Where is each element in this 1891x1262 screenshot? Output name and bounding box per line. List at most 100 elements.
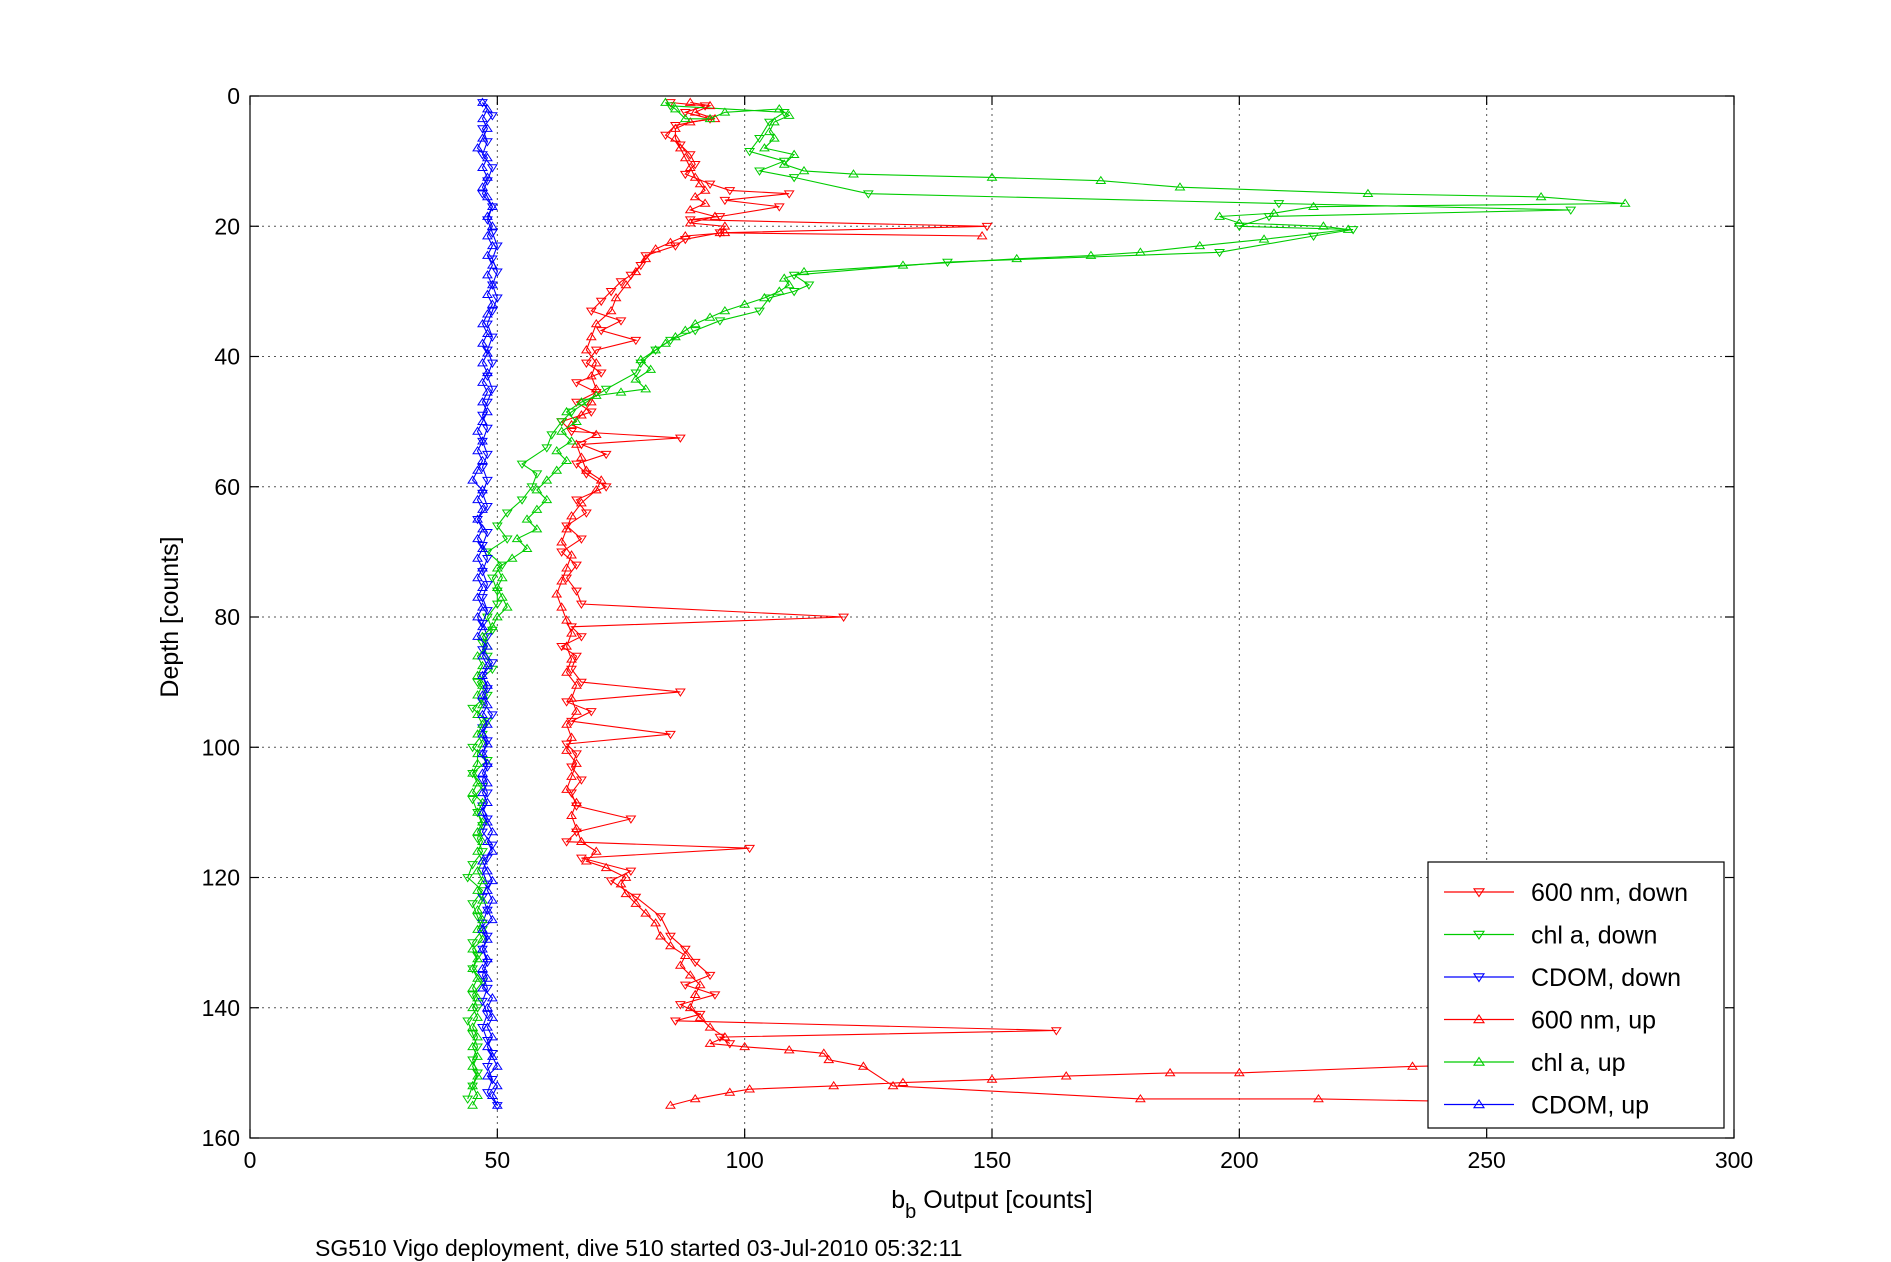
data-point [719,305,731,315]
x-tick-label: 200 [1220,1147,1258,1173]
data-point [665,102,676,111]
data-point [482,717,493,727]
data-point [477,411,488,421]
data-point [467,743,479,753]
data-point [467,769,479,779]
data-point [625,815,637,824]
data-point [724,1040,736,1049]
data-point [506,553,518,562]
data-point [477,621,488,631]
data-point [719,107,731,116]
axis-ticks: 0 50 100 150 200 250 300 0 20 40 60 80 100 120 140 160 [202,83,1754,1173]
data-point [486,711,498,720]
data-point [477,437,488,447]
x-axis-label: bb Output [counts] [891,1186,1093,1223]
data-point [1619,198,1631,207]
legend-entries: 600 nm, down chl a, down CDOM, down 600 nm,… [1444,879,1688,1120]
data-point [482,932,493,942]
data-point [679,108,691,118]
data-point [580,856,592,865]
data-point [674,960,686,969]
data-point [531,470,543,479]
data-point [576,498,587,507]
data-point [759,143,770,152]
data-point [719,221,731,230]
data-point [788,174,800,183]
data-point [788,149,800,158]
data-point [669,123,681,132]
data-point [684,162,696,171]
data-point [561,641,573,650]
data-point [491,268,503,277]
data-point [580,359,592,368]
data-point [1535,191,1547,201]
data-point [605,877,617,886]
data-point [556,426,568,435]
data-point [689,327,701,336]
data-point [669,104,681,113]
data-point [462,1095,474,1104]
data-point [605,288,617,297]
data-point [491,563,503,572]
data-point [650,346,662,355]
data-point [674,688,686,697]
data-point [679,950,691,959]
data-point [496,561,508,570]
data-point [546,431,558,440]
data-point [482,502,493,512]
x-tick-label: 100 [725,1147,763,1173]
data-point [467,1061,479,1070]
data-point [1050,1027,1062,1036]
data-point [551,465,563,474]
y-tick-label: 0 [227,83,240,109]
data-point [1313,1093,1324,1103]
data-point [635,261,647,271]
data-point [635,354,647,364]
data-point [1011,253,1023,263]
data-point [556,548,568,557]
data-point [561,838,573,847]
data-point [1134,1093,1146,1103]
data-point [482,231,493,240]
data-point [472,445,483,455]
data-point [650,244,662,253]
data-point [630,898,642,907]
data-point [477,162,488,171]
data-point [482,450,493,460]
data-point [496,572,508,582]
data-point [689,191,701,201]
data-point [486,255,498,264]
data-point [561,524,573,533]
data-point [566,654,577,663]
data-point [684,1002,696,1012]
data-point [689,989,701,999]
series-5 [467,97,503,1109]
data-point [477,856,488,865]
data-point [501,602,513,611]
data-point [486,846,498,855]
data-point [566,693,577,702]
data-point [491,1080,503,1090]
data-point [1233,1067,1245,1077]
data-point [531,485,543,494]
data-point [561,784,573,793]
data-point [467,704,479,714]
series-line [471,102,498,1106]
chart-caption: SG510 Vigo deployment, dive 510 started … [315,1235,962,1261]
data-point [521,543,533,552]
data-point [482,739,493,748]
data-point [976,231,988,240]
data-point [1268,208,1280,217]
data-point [482,607,493,616]
data-point [482,866,493,875]
data-point [491,612,503,621]
data-point [679,152,691,162]
x-tick-label: 300 [1715,1147,1753,1173]
data-point [482,406,493,416]
data-point [704,100,716,110]
data-point [655,913,666,922]
data-point [694,979,706,989]
data-point [981,222,993,232]
data-point [986,1074,998,1083]
data-point [640,908,652,917]
